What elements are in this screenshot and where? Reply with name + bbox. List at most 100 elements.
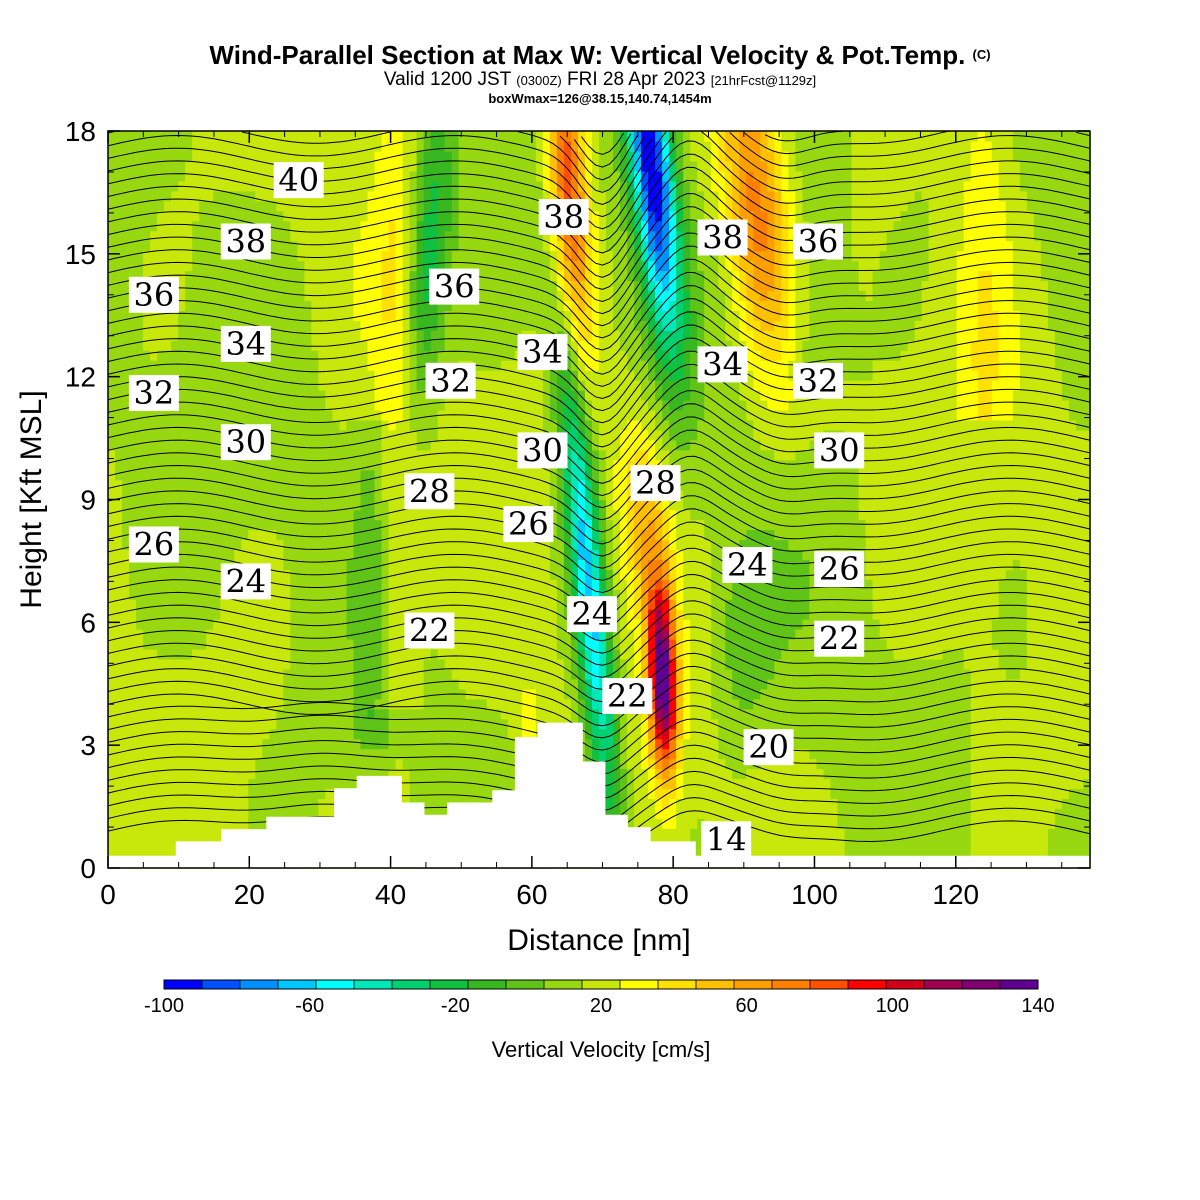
velocity-cell [276, 370, 285, 381]
velocity-cell [297, 260, 306, 272]
velocity-cell [444, 509, 453, 521]
velocity-cell [388, 140, 397, 152]
velocity-cell [444, 559, 453, 570]
velocity-cell [332, 370, 341, 381]
velocity-cell [563, 260, 572, 272]
velocity-cell [276, 389, 285, 401]
velocity-cell [164, 748, 172, 760]
velocity-cell [297, 579, 306, 590]
velocity-cell [325, 648, 334, 660]
velocity-cell [171, 360, 179, 371]
velocity-cell [472, 170, 481, 182]
velocity-cell [164, 260, 172, 272]
velocity-cell [171, 140, 179, 152]
velocity-cell [465, 330, 474, 341]
velocity-cell [136, 818, 144, 829]
velocity-cell [416, 370, 425, 381]
velocity-cell [185, 370, 193, 381]
velocity-cell [458, 300, 467, 311]
velocity-cell [423, 200, 432, 212]
velocity-cell [178, 828, 186, 839]
velocity-cell [451, 200, 460, 212]
velocity-cell [122, 310, 130, 321]
velocity-cell [122, 270, 130, 282]
velocity-cell [157, 360, 165, 371]
velocity-cell [318, 519, 327, 531]
velocity-cell [430, 708, 439, 720]
velocity-cell [227, 379, 235, 391]
velocity-cell [542, 270, 551, 282]
velocity-cell [451, 539, 460, 550]
velocity-cell [409, 220, 418, 232]
velocity-cell [199, 389, 207, 401]
velocity-cell [122, 848, 130, 859]
velocity-cell [381, 499, 390, 511]
velocity-cell [563, 330, 572, 341]
velocity-cell [122, 658, 130, 670]
velocity-cell [227, 678, 235, 690]
velocity-cell [479, 320, 488, 331]
velocity-cell [150, 140, 158, 152]
velocity-cell [458, 429, 467, 441]
velocity-cell [367, 439, 376, 451]
velocity-cell [430, 150, 439, 162]
velocity-cell [297, 808, 306, 819]
velocity-cell [332, 778, 341, 790]
velocity-cell [255, 290, 264, 302]
velocity-cell [542, 170, 551, 182]
velocity-cell [367, 320, 376, 331]
velocity-cell [451, 569, 460, 580]
velocity-cell [388, 409, 397, 421]
velocity-cell [171, 469, 179, 481]
velocity-cell [325, 131, 334, 142]
velocity-cell [199, 628, 207, 640]
velocity-cell [381, 230, 390, 242]
velocity-cell [430, 569, 439, 580]
velocity-cell [108, 718, 116, 730]
velocity-cell [255, 499, 264, 511]
velocity-cell [129, 708, 137, 720]
velocity-cell [570, 549, 579, 560]
velocity-cell [108, 489, 116, 501]
velocity-cell [115, 330, 123, 341]
velocity-cell [115, 678, 123, 690]
velocity-cell [213, 519, 221, 531]
velocity-cell [332, 599, 341, 610]
velocity-cell [570, 250, 579, 262]
velocity-cell [262, 788, 271, 799]
velocity-cell [416, 698, 425, 710]
velocity-cell [395, 619, 404, 630]
velocity-cell [297, 320, 306, 331]
velocity-cell [311, 489, 320, 501]
velocity-cell [437, 439, 446, 451]
velocity-cell [437, 788, 446, 799]
velocity-cell [164, 668, 172, 680]
velocity-cell [465, 210, 474, 222]
velocity-cell [374, 220, 383, 232]
velocity-cell [479, 758, 488, 770]
velocity-cell [556, 539, 565, 550]
velocity-cell [115, 768, 123, 780]
velocity-cell [185, 808, 193, 819]
velocity-cell [409, 260, 418, 272]
velocity-cell [143, 828, 151, 839]
velocity-cell [304, 210, 313, 222]
velocity-cell [339, 509, 348, 521]
velocity-cell [213, 300, 221, 311]
velocity-cell [304, 599, 313, 610]
velocity-cell [178, 479, 186, 491]
velocity-cell [549, 409, 558, 421]
velocity-cell [416, 529, 425, 541]
velocity-cell [192, 210, 200, 222]
velocity-cell [556, 499, 565, 511]
velocity-cell [304, 529, 313, 541]
velocity-cell [248, 409, 256, 421]
velocity-cell [367, 350, 376, 361]
velocity-cell [493, 379, 502, 391]
velocity-cell [311, 220, 320, 232]
velocity-cell [304, 539, 313, 550]
velocity-cell [367, 609, 376, 620]
velocity-cell [388, 320, 397, 331]
velocity-cell [199, 529, 207, 541]
velocity-cell [549, 609, 558, 620]
